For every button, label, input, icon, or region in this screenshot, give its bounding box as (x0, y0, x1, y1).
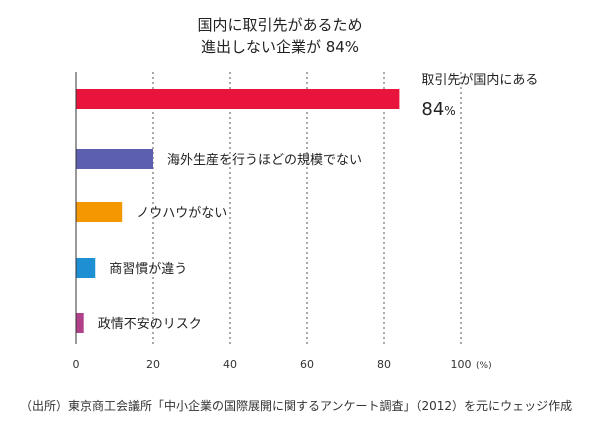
x-tick-label: 20 (146, 358, 160, 371)
x-tick-label: 80 (377, 358, 391, 371)
bars (76, 89, 400, 333)
category-label: 取引先が国内にある (421, 72, 538, 88)
chart-title: 国内に取引先があるため 進出しない企業が 84% (0, 14, 560, 58)
x-tick-label: 0 (73, 358, 80, 371)
value-label: 84% (421, 99, 455, 120)
bar-4 (76, 313, 84, 333)
category-labels: 取引先が国内にある 84% 海外生産を行うほどの規模でないノウハウがない商習慣が違う… (98, 72, 539, 332)
grid-lines (152, 72, 462, 344)
category-label: 商習慣が違う (109, 261, 187, 277)
x-tick-label: 60 (300, 358, 314, 371)
category-label: 政情不安のリスク (98, 317, 202, 332)
chart-title-line-1: 国内に取引先があるため (197, 16, 363, 34)
x-tick-label: 40 (223, 358, 237, 371)
bar-2 (76, 202, 123, 222)
chart-title-line-2: 進出しない企業が 84% (200, 38, 360, 56)
category-label: 海外生産を行うほどの規模でない (167, 152, 362, 168)
x-axis: 0 20 40 60 80 100 (%) (73, 72, 492, 371)
bar-0 (76, 89, 400, 109)
source-note: （出所）東京商工会議所「中小企業の国際展開に関するアンケート調査」（2012）を… (20, 399, 573, 413)
bar-3 (76, 258, 96, 278)
category-label: ノウハウがない (136, 206, 227, 221)
bar-chart: 取引先が国内にある 84% 海外生産を行うほどの規模でないノウハウがない商習慣が違う… (73, 72, 539, 371)
x-tick-label: 100 (451, 358, 472, 371)
bar-1 (76, 149, 153, 169)
x-unit-label: (%) (476, 361, 492, 371)
